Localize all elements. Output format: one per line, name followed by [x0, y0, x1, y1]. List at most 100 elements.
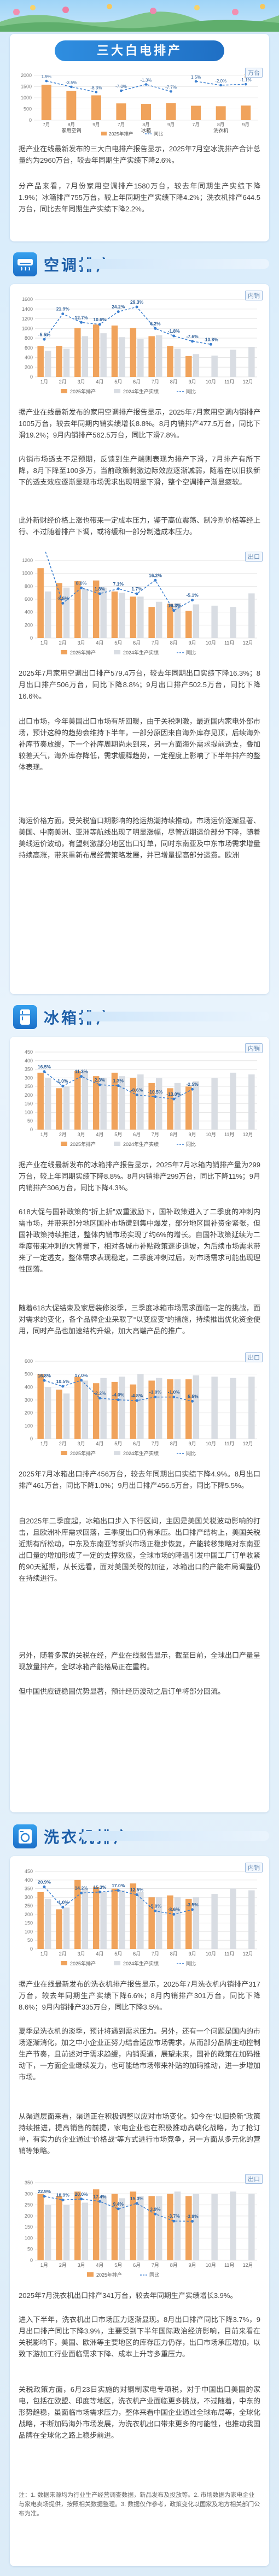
- ac2-xtick-label: 11月: [224, 640, 234, 646]
- ac1-bar-2025: [185, 356, 192, 377]
- ac2-bar-2024: [44, 591, 51, 638]
- ov-yoy-point: [144, 83, 148, 86]
- fr1-ytick-label: 200: [25, 1092, 33, 1098]
- ac-header-bar: [81, 259, 269, 269]
- fr1-ytick-label: 250: [25, 1084, 33, 1089]
- fr1-xtick-label: 8月: [170, 1132, 178, 1137]
- washing-machine-icon: [13, 1824, 37, 1848]
- ov-ytick-label: 2000: [21, 73, 32, 78]
- fr2-legend-swatch: [114, 1451, 120, 1455]
- ov-xtick-label: 7月: [118, 122, 125, 127]
- ov-xtick-label: 8月: [142, 122, 149, 127]
- ac2-bar-2024: [193, 604, 200, 638]
- fr2-yoy-label: -1.0%: [149, 1390, 162, 1395]
- wa2-bar-2025: [37, 2194, 44, 2260]
- ac-para-3: 此外新财经价格上涨也带来一定成本压力，鉴于高位震荡、制冷剂价格等经上行、不过随着…: [19, 516, 261, 536]
- ac1-bar-2025: [148, 336, 155, 377]
- fr2-ytick-label: 400: [25, 1384, 33, 1390]
- fr2-bar-2025: [74, 1376, 81, 1439]
- fr2-yoy-point: [61, 1385, 65, 1388]
- ov-legend-label: 2025年排产: [109, 131, 133, 137]
- ov-yoy-point: [170, 90, 172, 93]
- ov-yoy-point: [194, 80, 197, 83]
- wa1-xtick-label: 4月: [96, 1951, 103, 1957]
- wa1-bar-2024: [119, 1890, 125, 1949]
- wa1-ytick-label: 400: [25, 1877, 33, 1883]
- overview-card: [10, 34, 269, 241]
- wa1-bar-2024: [44, 1899, 51, 1949]
- ac1-ytick-label: 400: [25, 355, 33, 361]
- washer-domestic-chart-svg: 0 50 100 150 200 250 300 350 400 450 1月 2月 3月 4月 5月 6月 7…: [25, 1869, 257, 1966]
- fridge-para-5: 自2025年二季度起，冰箱出口步入下行区间，主因是美国关税波动影响的打击，且欧洲…: [19, 1517, 261, 1582]
- wa1-bar-2024: [174, 1897, 181, 1949]
- ac2-ytick-label: 400: [25, 610, 33, 615]
- ac2-yoy-point: [61, 601, 65, 605]
- fridge-para-4: 2025年7月冰箱出口排产456万台，较去年同期出口实绩下降4.9%。8月出口排…: [19, 1470, 260, 1490]
- wa1-ytick-label: 250: [25, 1903, 33, 1909]
- page-title: 三大白电排产: [55, 40, 224, 61]
- ac1-yoy-point: [80, 321, 83, 324]
- wa1-legend-label: 同比: [186, 1960, 196, 1966]
- ac2-xtick-label: 9月: [189, 640, 196, 646]
- wa1-bar-2024: [82, 1888, 89, 1949]
- fr1-yoy-label: -13.0%: [166, 1091, 181, 1097]
- ac2-yoy-label: -5.1%: [186, 593, 199, 598]
- wa1-ytick-label: 450: [25, 1869, 33, 1874]
- fridge-domestic-chart-svg: 0 50 100 150 200 250 300 350 400 450 1月 2月 3月 4月 5月 6月 7…: [25, 1049, 257, 1147]
- ac1-bar-2024: [155, 335, 162, 377]
- ac2-yoy-label: 1.8%: [95, 586, 106, 592]
- ac1-bar-2025: [111, 325, 118, 377]
- wa1-yoy-point: [61, 1906, 65, 1909]
- ov-yoy-label: 1.5%: [191, 75, 201, 80]
- wa1-yoy-point: [43, 1885, 46, 1888]
- overview-para-2: 分产品来看，7月份家用空调排产1580万台，较去年同期生产实绩下降1.9%；冰箱…: [19, 182, 260, 213]
- ac2-ytick-label: 600: [25, 596, 33, 602]
- fr2-bar-2025: [130, 1384, 137, 1439]
- ac2-yoy-label: -16.3%: [166, 603, 181, 608]
- wa2-yoy-point: [80, 2197, 83, 2201]
- fr2-yoy-label: -1.0%: [168, 1390, 181, 1395]
- fr1-yoy-label: -8.6%: [131, 1088, 143, 1093]
- fr1-bar-2024: [193, 1081, 200, 1130]
- fr1-bar-2024: [137, 1074, 144, 1130]
- ac1-bar-2024: [63, 348, 70, 377]
- wa1-ytick-label: 150: [25, 1921, 33, 1926]
- fr1-ytick-label: 50: [27, 1118, 33, 1124]
- wa1-xtick-label: 8月: [170, 1951, 178, 1957]
- fr1-ytick-label: 100: [25, 1109, 33, 1115]
- fridge-header-bar: [81, 1012, 269, 1021]
- fr2-ytick-label: 200: [25, 1410, 33, 1416]
- ov-xtick-label: 8月: [217, 122, 224, 127]
- wa2-xtick-label: 9月: [189, 2262, 196, 2268]
- ac1-yoy-label: 12.7%: [75, 315, 89, 320]
- ov-xtick-label: 7月: [43, 122, 50, 127]
- ac1-yoy-point: [172, 334, 176, 338]
- wa2-yoy-label: 18.9%: [56, 2193, 70, 2198]
- ov-bar: [41, 85, 51, 120]
- ov-yoy-label: -1.3%: [141, 78, 152, 83]
- ac2-yoy-point: [135, 592, 138, 595]
- ac-para-1: 据产业在线最新发布的家用空调排产报告显示，2025年7月家用空调内销排产1005…: [19, 408, 260, 439]
- ac1-xtick-label: 4月: [96, 379, 103, 385]
- wa1-yoy-point: [117, 1889, 120, 1892]
- fr2-bar-2025: [92, 1383, 100, 1439]
- fr2-yoy-point: [172, 1396, 176, 1399]
- fr2-yoy-label: 16.8%: [38, 1373, 51, 1378]
- ac1-legend-label: 同比: [186, 388, 196, 394]
- fr1-bar-2024: [211, 1078, 218, 1130]
- ac1-ytick-label: 600: [25, 345, 33, 351]
- ac1-xtick-label: 11月: [224, 379, 234, 385]
- fr1-bar-2025: [74, 1071, 81, 1130]
- ov-yoy-label: -7.7%: [165, 85, 177, 90]
- wa2-yoy-point: [61, 2199, 65, 2202]
- ac1-yoy-label: 24.2%: [112, 304, 125, 310]
- ac-domestic-chart: 内销 0 200 400 600 800 1000 1200 1400 1600 1月 2月 3月 4月…: [16, 291, 263, 400]
- washer-para-6: 关税政策方面，6月23日实施的对钢制家电专项税，对于中国出口美国的家电，包括在欧…: [19, 2385, 261, 2439]
- overview-unit-tag: 万台: [245, 68, 263, 78]
- wa2-xtick-label: 11月: [224, 2262, 234, 2268]
- fr1-xtick-label: 2月: [59, 1132, 67, 1137]
- wa2-bar-2024: [137, 2196, 144, 2260]
- wa1-legend-swatch: [61, 1961, 67, 1965]
- fr2-legend-label: 2024年生产实绩: [123, 1450, 159, 1456]
- wa1-bar-2025: [56, 1909, 62, 1949]
